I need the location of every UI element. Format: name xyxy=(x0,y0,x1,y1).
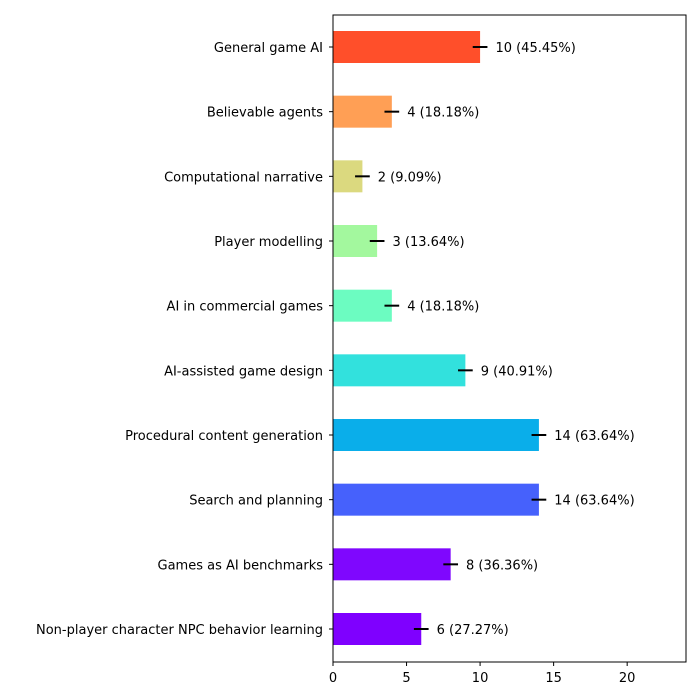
x-tick-label: 0 xyxy=(329,671,337,686)
bars-layer xyxy=(333,31,539,645)
x-tick-label: 15 xyxy=(545,671,562,686)
data-label: 4 (18.18%) xyxy=(407,106,479,121)
category-label: Games as AI benchmarks xyxy=(158,558,324,573)
data-label: 14 (63.64%) xyxy=(554,494,634,509)
category-label: AI in commercial games xyxy=(167,300,324,315)
bar xyxy=(333,419,539,451)
data-labels-layer: 10 (45.45%) 4 (18.18%) 2 (9.09%) 3 (13.64%)… xyxy=(378,41,635,638)
bar xyxy=(333,354,466,387)
category-label: Search and planning xyxy=(189,494,323,509)
category-labels-layer: General game AI Believable agents Computat… xyxy=(36,41,333,638)
data-label: 4 (18.18%) xyxy=(407,300,479,315)
plot-frame xyxy=(332,14,687,663)
data-label: 10 (45.45%) xyxy=(495,41,575,56)
category-label: Non-player character NPC behavior learni… xyxy=(36,623,323,638)
bar xyxy=(333,613,422,645)
error-bars-layer xyxy=(355,46,547,630)
data-label: 2 (9.09%) xyxy=(378,170,442,185)
category-label: General game AI xyxy=(214,41,323,56)
data-label: 9 (40.91%) xyxy=(481,364,553,379)
category-label: Computational narrative xyxy=(164,170,323,185)
x-ticks-layer: 0 5 10 15 20 xyxy=(329,662,636,686)
x-tick-label: 5 xyxy=(402,671,410,686)
bar xyxy=(333,289,392,322)
data-label: 3 (13.64%) xyxy=(392,235,464,250)
bar xyxy=(333,548,451,581)
data-label: 6 (27.27%) xyxy=(437,623,509,638)
x-tick-label: 20 xyxy=(619,671,636,686)
category-label: AI-assisted game design xyxy=(164,364,323,379)
category-label: Believable agents xyxy=(207,106,323,121)
bar xyxy=(333,483,539,516)
bar xyxy=(333,31,481,63)
bar xyxy=(333,95,392,128)
category-label: Procedural content generation xyxy=(125,429,323,444)
x-tick-label: 10 xyxy=(472,671,489,686)
data-label: 14 (63.64%) xyxy=(554,429,634,444)
data-label: 8 (36.36%) xyxy=(466,558,538,573)
category-label: Player modelling xyxy=(214,235,323,250)
